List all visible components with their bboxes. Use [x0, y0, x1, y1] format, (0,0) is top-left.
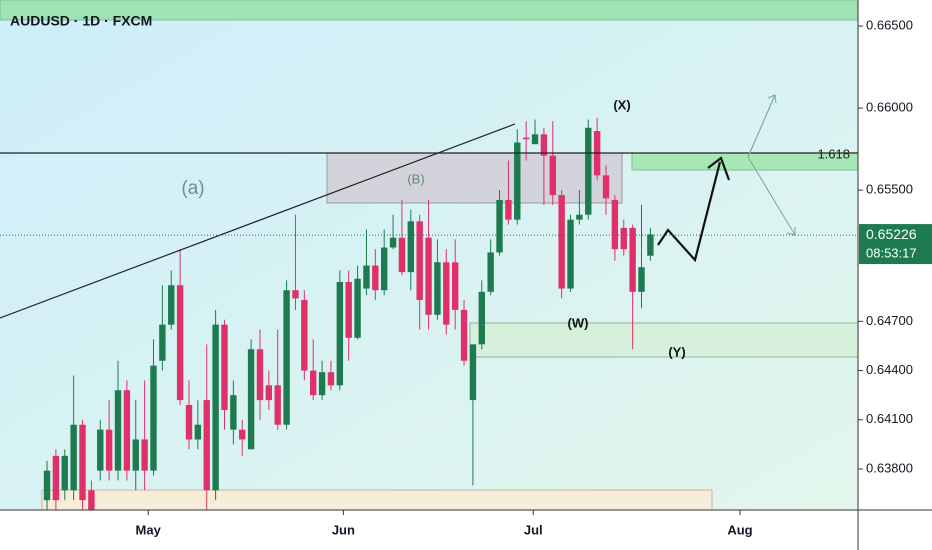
candle-body [434, 262, 441, 315]
candle-body [212, 324, 219, 491]
arrow-head [707, 156, 731, 181]
candle-body [105, 429, 113, 471]
candle-body [88, 490, 95, 510]
y-tick-label: 0.65500 [866, 182, 913, 197]
candle-body [443, 262, 450, 325]
candle-body [283, 290, 290, 425]
candle-body [602, 175, 610, 199]
candle-body [460, 309, 468, 361]
candle-body [230, 395, 237, 430]
candle-body [239, 429, 246, 440]
x-tick-label: Jul [524, 522, 543, 537]
candle-body [549, 155, 556, 196]
y-tick-label: 0.64100 [866, 411, 913, 426]
candle-body [629, 227, 636, 292]
candle-body [416, 221, 423, 301]
last-price-tag [859, 224, 932, 265]
candle-body [141, 439, 148, 471]
candle-body [123, 390, 131, 471]
candle-body [114, 390, 122, 471]
candle-body [469, 344, 477, 401]
candle-body [505, 199, 512, 220]
candle-body [79, 424, 86, 501]
y-tick-label: 0.63800 [866, 460, 913, 475]
candle-body [585, 127, 592, 215]
candle-body [451, 262, 459, 310]
candle-body [531, 134, 539, 145]
candle-body [150, 365, 157, 471]
zone-w-y [469, 322, 859, 358]
candle-body [132, 439, 139, 471]
wave-label: (X) [613, 97, 630, 112]
candle-body [176, 285, 184, 401]
candle-body [611, 199, 619, 250]
candle-body [221, 324, 228, 410]
candle-body [496, 199, 503, 253]
candle-body [52, 455, 60, 501]
candle-body [301, 300, 308, 371]
chart-title: AUDUSD · 1D · FXCM [10, 13, 152, 29]
wave-label: (W) [568, 315, 589, 330]
candle-body [168, 285, 175, 325]
zone-bottom [41, 489, 713, 511]
last-price-label: 0.65226 [866, 226, 917, 242]
candle-body [292, 290, 299, 299]
candle-body [61, 455, 68, 491]
candle-body [487, 252, 494, 292]
candle-body [478, 291, 485, 345]
candle-body [540, 134, 548, 156]
candle-body [97, 429, 104, 471]
candle-body [620, 227, 627, 250]
x-tick-label: Jun [332, 522, 355, 537]
candle-body [389, 237, 397, 248]
candle-body [345, 281, 352, 338]
countdown-label: 08:53:17 [866, 246, 917, 261]
candle-body [265, 385, 273, 401]
candle-body [70, 424, 77, 491]
candle-body [327, 372, 335, 386]
scenario-arrows [747, 94, 796, 236]
candle-body [522, 137, 530, 140]
candle-body [256, 349, 264, 401]
x-tick-label: May [136, 522, 162, 537]
candle-body [354, 278, 361, 338]
candle-body [194, 424, 202, 440]
candle-body [576, 214, 583, 220]
candle-body [336, 281, 344, 386]
wave-label: (a) [181, 178, 204, 199]
y-tick-label: 0.64400 [866, 362, 913, 377]
candle-body [247, 349, 255, 450]
candle-body [638, 267, 645, 292]
y-tick-label: 0.66000 [866, 100, 913, 115]
candle-body [274, 385, 281, 425]
projection-arrow [657, 161, 722, 263]
candle-body [407, 221, 415, 273]
candle-body [372, 265, 379, 291]
candle-body [159, 324, 166, 361]
candle-body [398, 237, 406, 273]
wave-label: (B) [407, 171, 424, 186]
candle-body [380, 247, 388, 291]
candle-body [310, 370, 317, 396]
wave-label: (Y) [668, 344, 685, 359]
candle-body [363, 265, 370, 289]
candle-body [425, 237, 432, 315]
candle-body [43, 470, 51, 501]
fib-label: 1.618 [817, 146, 850, 161]
candle-body [203, 400, 210, 491]
y-tick-label: 0.66500 [866, 18, 913, 33]
x-tick-label: Aug [727, 522, 752, 537]
candle-body [647, 234, 654, 256]
candle-body [318, 372, 326, 396]
zone-b [326, 152, 623, 204]
trend-line [0, 123, 516, 319]
candle-body [567, 219, 574, 289]
candle-body [185, 405, 193, 440]
y-tick-label: 0.64700 [866, 313, 913, 328]
candle-body [558, 195, 565, 289]
candle-body [514, 142, 521, 220]
